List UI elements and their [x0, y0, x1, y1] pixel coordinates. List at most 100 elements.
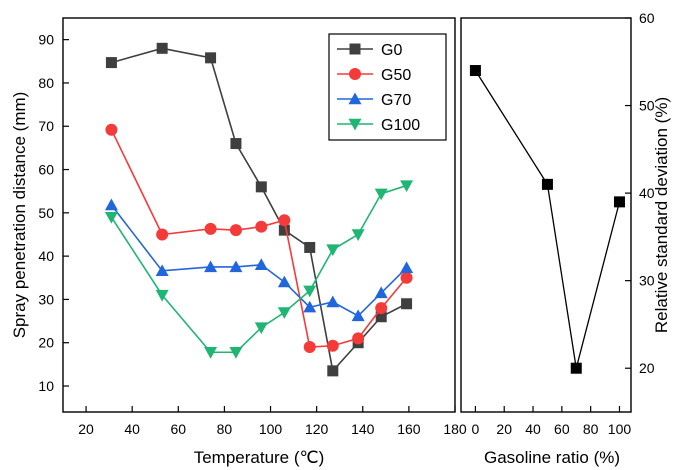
data-point [326, 339, 339, 352]
data-point [400, 271, 413, 284]
y-tick-label: 90 [38, 32, 54, 48]
data-point [278, 224, 290, 236]
y-axis-title: Spray penetration distance (mm) [10, 92, 29, 339]
data-point [375, 311, 387, 323]
series-line [474, 70, 621, 369]
legend-box [328, 33, 447, 141]
data-point [156, 228, 169, 241]
plot-frame [62, 17, 456, 413]
x-tick-label: 40 [124, 421, 140, 437]
legend-label: G100 [381, 117, 420, 134]
data-point [104, 198, 118, 211]
series-g50 [105, 123, 413, 354]
x-tick-label: 0 [472, 421, 480, 437]
y-axis-title: Relative standard deviation (%) [652, 97, 671, 333]
data-point [277, 307, 291, 319]
x-tick-label: 80 [583, 421, 599, 437]
data-point [541, 178, 553, 190]
data-point [326, 295, 340, 308]
data-point [155, 289, 169, 302]
y-tick-label: 20 [38, 335, 54, 351]
y-tick-label: 40 [38, 248, 54, 264]
data-point [156, 42, 168, 54]
x-tick-label: 40 [525, 421, 541, 437]
legend-item: G50 [337, 67, 411, 84]
left-chart-panel: 20 40 60 80 100 120 140 160 180 10 20 30 40 50 60 70 80 9… [10, 17, 467, 467]
x-axis-title: Gasoline ratio (%) [484, 448, 620, 467]
legend-marker [349, 68, 361, 80]
legend-item: G100 [337, 117, 420, 134]
data-point [230, 138, 242, 150]
legend-label: G50 [381, 67, 411, 84]
data-point [401, 298, 413, 310]
y-tick-label: 60 [38, 162, 54, 178]
y-tick-label: 50 [38, 205, 54, 221]
data-point [278, 214, 291, 227]
data-point [352, 332, 365, 345]
x-axis-title: Temperature (℃) [194, 448, 325, 467]
y-tick-label: 80 [38, 75, 54, 91]
x-tick-label: 80 [217, 421, 233, 437]
data-point [351, 309, 365, 322]
series-rsd [469, 65, 625, 374]
data-point [400, 180, 414, 193]
x-tick-label: 140 [351, 421, 375, 437]
data-point [204, 222, 217, 235]
data-point [229, 224, 242, 237]
data-point [375, 302, 388, 315]
x-tick-label: 60 [171, 421, 187, 437]
data-point [469, 65, 481, 77]
data-point [400, 261, 414, 274]
data-point [254, 258, 268, 270]
data-point [255, 220, 268, 233]
data-point [104, 211, 118, 224]
legend-item: G0 [337, 42, 402, 59]
data-point [374, 188, 388, 201]
x-tick-label: 180 [443, 421, 467, 437]
data-point [105, 57, 117, 69]
legend-marker [348, 118, 362, 131]
data-point [613, 196, 625, 208]
data-point [204, 260, 218, 273]
data-point [255, 181, 267, 193]
data-point [326, 244, 340, 257]
data-point [155, 264, 169, 277]
data-point [303, 341, 316, 354]
data-point [277, 275, 291, 288]
data-point [327, 365, 339, 377]
x-tick-label: 100 [608, 421, 632, 437]
y-tick-label: 60 [639, 10, 655, 26]
y-tick-label: 50 [639, 98, 655, 114]
legend-marker [348, 92, 362, 105]
data-point [205, 52, 217, 64]
legend-marker [349, 43, 361, 55]
data-point [304, 241, 316, 253]
data-point [374, 286, 388, 299]
series-g100 [104, 180, 414, 359]
x-tick-label: 100 [259, 421, 283, 437]
y-tick-label: 10 [38, 378, 54, 394]
y-tick-label: 40 [639, 185, 655, 201]
y-tick-label: 20 [639, 360, 655, 376]
legend-item: G70 [337, 92, 411, 109]
legend-label: G0 [381, 42, 402, 59]
y-tick-label: 30 [38, 291, 54, 307]
legend: G0 G50 G70 G100 [328, 33, 447, 141]
right-chart-panel: 0 20 40 60 80 100 20 30 40 50 60 Gasoline ratio (%)… [460, 10, 671, 467]
x-tick-label: 160 [397, 421, 421, 437]
y-tick-label: 70 [38, 118, 54, 134]
plot-frame [460, 17, 632, 413]
data-point [303, 285, 317, 298]
x-tick-label: 20 [78, 421, 94, 437]
y-tick-label: 30 [639, 273, 655, 289]
data-point [570, 362, 582, 374]
x-tick-label: 120 [305, 421, 329, 437]
x-tick-label: 60 [554, 421, 570, 437]
data-point [351, 229, 365, 241]
series-g70 [104, 198, 414, 322]
data-point [229, 260, 243, 273]
series-line [110, 129, 408, 348]
data-point [105, 123, 118, 136]
x-tick-label: 20 [496, 421, 512, 437]
